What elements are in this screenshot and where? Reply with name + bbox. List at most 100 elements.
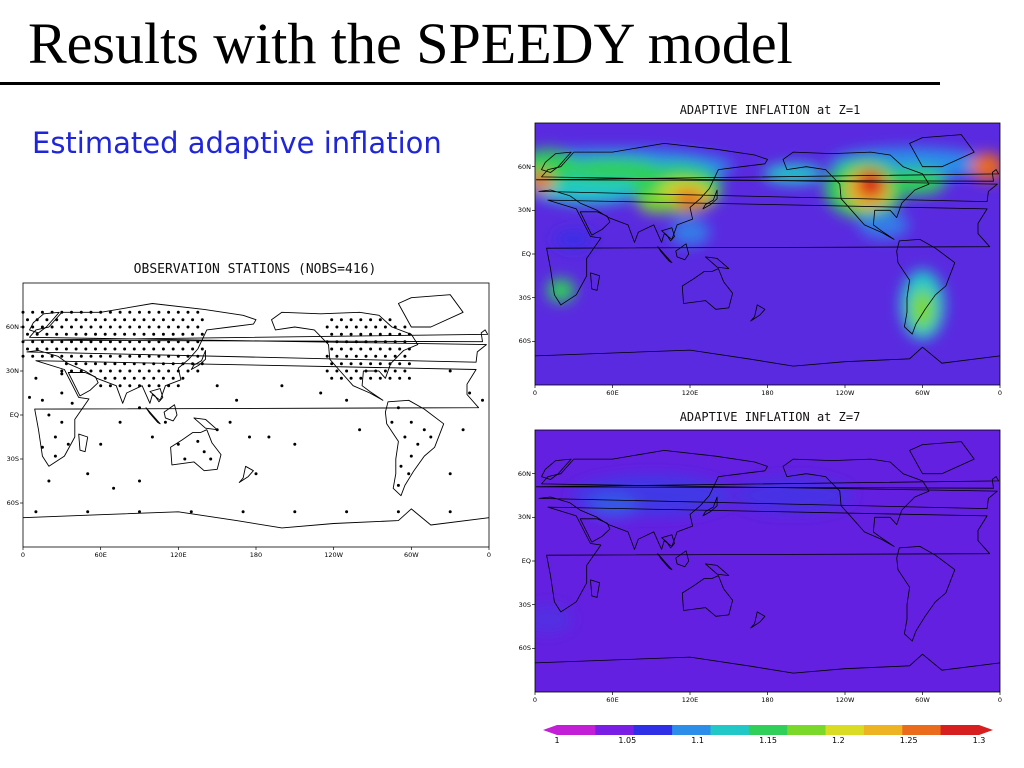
coastline-nz — [750, 304, 766, 322]
station-dot — [79, 369, 83, 373]
station-dot — [254, 472, 258, 476]
station-dot — [235, 398, 239, 402]
station-dot — [35, 332, 39, 336]
station-dot — [335, 354, 339, 358]
station-dot — [374, 325, 378, 329]
station-dot — [118, 420, 122, 424]
station-dot — [354, 340, 358, 344]
station-dot — [79, 340, 83, 344]
lat-label: 30N — [5, 367, 19, 375]
station-dot — [167, 369, 171, 373]
colorbar-label: 1 — [554, 736, 560, 745]
station-dot — [181, 318, 185, 322]
station-dot — [403, 435, 407, 439]
station-dot — [349, 362, 353, 366]
station-dot — [40, 445, 44, 449]
station-dot — [209, 457, 213, 461]
station-dot — [66, 442, 70, 446]
slide-subtitle: Estimated adaptive inflation — [32, 126, 442, 160]
station-dot — [293, 510, 297, 514]
colorbar-label: 1.05 — [618, 736, 637, 745]
station-dot — [349, 347, 353, 351]
coastline-africa — [34, 360, 480, 467]
station-dot — [132, 376, 136, 380]
station-dot — [393, 340, 397, 344]
station-dot — [60, 340, 64, 344]
obs-map-title: OBSERVATION STATIONS (NOBS=416) — [133, 262, 377, 277]
inflation-anomaly — [856, 170, 885, 199]
lat-label: 60N — [517, 162, 531, 171]
station-dot — [26, 347, 29, 351]
station-dot — [86, 510, 90, 514]
station-dot — [142, 347, 146, 351]
coastline-newguinea — [705, 563, 730, 577]
station-dot — [50, 354, 54, 358]
inflation-anomaly — [587, 493, 638, 518]
station-dot — [378, 318, 382, 322]
inflation-colorbar — [543, 725, 993, 735]
lon-label: 60W — [915, 696, 930, 704]
coastline-uk — [535, 169, 1000, 182]
station-dot — [84, 347, 88, 351]
lon-label: 60W — [915, 389, 930, 397]
station-dot — [176, 442, 180, 446]
coastline-greenland — [909, 441, 975, 475]
station-dot — [34, 376, 38, 380]
colorbar-swatch — [863, 725, 903, 735]
station-dot — [339, 362, 343, 366]
station-dot — [378, 376, 382, 380]
station-dot — [31, 325, 35, 329]
station-dot — [325, 354, 329, 358]
station-dot — [171, 362, 175, 366]
z7-map-title: ADAPTIVE INFLATION at Z=7 — [679, 410, 861, 424]
lat-label: 60N — [517, 469, 531, 478]
station-dot — [202, 450, 206, 454]
inflation-anomaly — [763, 163, 824, 184]
coastline-s_america — [896, 546, 956, 642]
lat-label: 60S — [6, 499, 19, 507]
station-dot — [354, 325, 358, 329]
station-dot — [191, 362, 195, 366]
station-dot — [403, 369, 407, 373]
station-dot — [132, 332, 136, 336]
station-dot — [64, 318, 68, 322]
station-markers — [21, 310, 484, 514]
station-dot — [325, 369, 329, 373]
inflation-map-z1 — [532, 122, 1001, 388]
inflation-field-base — [535, 430, 1000, 692]
station-dot — [167, 325, 171, 329]
coastline-sumatra — [657, 553, 673, 571]
station-dot — [345, 510, 349, 514]
coastline-madagascar — [590, 272, 600, 291]
lon-label: 120E — [170, 551, 187, 559]
station-dot — [79, 325, 83, 329]
station-dot — [60, 354, 64, 358]
station-dot — [28, 395, 31, 399]
coastline-s_america — [896, 239, 956, 335]
station-dot — [34, 510, 38, 514]
station-dot — [89, 340, 93, 344]
station-dot — [60, 369, 64, 373]
station-dot — [142, 376, 146, 380]
station-dot — [181, 347, 185, 351]
station-dot — [241, 510, 245, 514]
station-dot — [40, 325, 44, 329]
station-dot — [388, 362, 392, 366]
station-dot — [118, 369, 122, 373]
station-dot — [128, 369, 132, 373]
station-dot — [293, 442, 297, 446]
station-dot — [99, 325, 103, 329]
station-dot — [325, 325, 329, 329]
lat-label: 60N — [5, 323, 19, 331]
station-dot — [161, 318, 165, 322]
colorbar-label: 1.15 — [759, 736, 777, 745]
lon-label: 120W — [835, 696, 855, 704]
coastline-borneo — [675, 550, 690, 568]
station-dot — [118, 384, 122, 388]
colorbar-swatch — [595, 725, 635, 735]
station-dot — [50, 325, 54, 329]
station-dot — [147, 310, 151, 314]
lon-label: 180 — [249, 551, 263, 559]
coastline-japan — [702, 189, 718, 210]
lat-label: 30N — [517, 513, 531, 522]
